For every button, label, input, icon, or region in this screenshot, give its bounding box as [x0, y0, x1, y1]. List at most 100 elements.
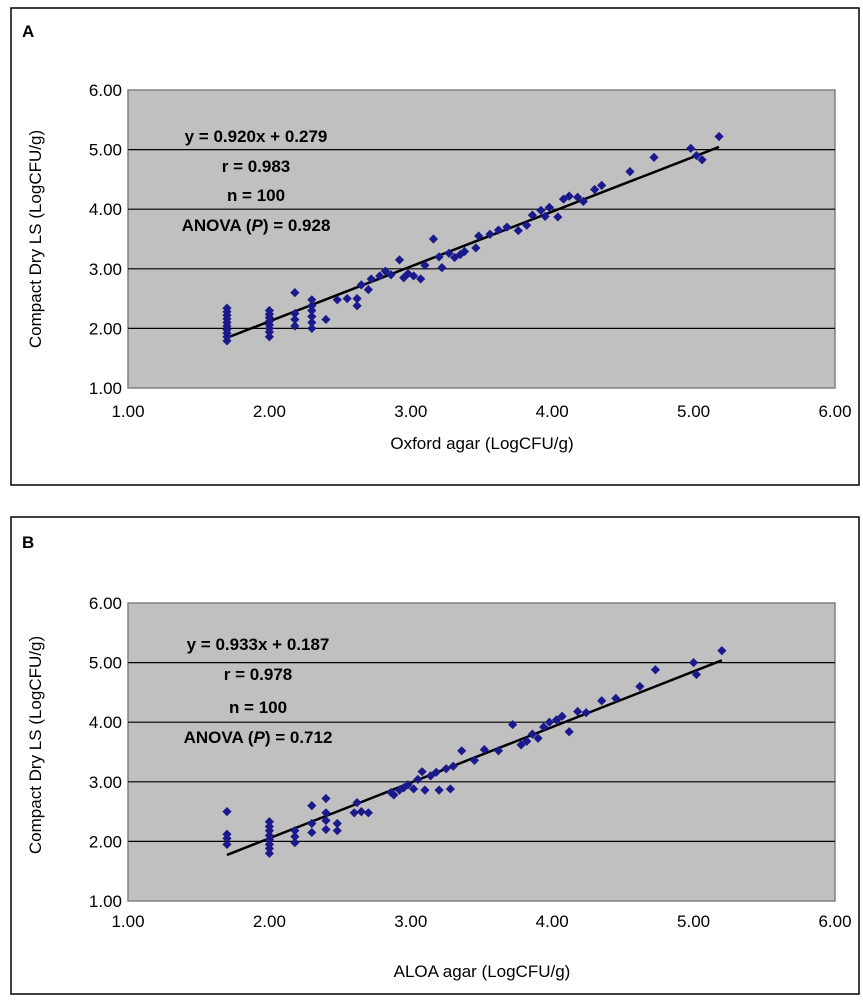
panel-b-equation: y = 0.933x + 0.187	[187, 635, 330, 654]
panel-a-data-point	[307, 295, 317, 305]
panel-b-data-point	[573, 706, 583, 717]
panel-a-data-point	[522, 220, 532, 230]
panel-a-x-tick-label: 2.00	[253, 402, 286, 421]
panel-b-data-point	[691, 669, 702, 680]
panel-b-data-point	[264, 839, 274, 849]
panel-a-data-point	[544, 202, 554, 213]
panel-a-data-point	[307, 311, 317, 322]
panel-b-y-tick-label: 5.00	[89, 654, 122, 673]
panel-a-anova: ANOVA (P) = 0.928	[182, 216, 331, 235]
panel-a-data-point	[332, 295, 342, 305]
panel-a-data-point	[290, 288, 300, 298]
panel-b-x-tick-label: 4.00	[536, 912, 569, 931]
panel-a-data-point	[307, 305, 317, 316]
panel-b-data-point	[431, 767, 441, 777]
panel-b-data-point	[516, 740, 526, 750]
panel-a-data-point	[375, 271, 385, 281]
panel-b-data-point	[403, 780, 413, 790]
panel-b-data-point	[264, 848, 274, 858]
panel-a-data-point	[578, 196, 588, 207]
panel-a-data-point	[474, 231, 484, 241]
panel-a-data-point	[352, 294, 362, 304]
panel-b-data-point	[222, 839, 232, 849]
panel-a-data-point	[290, 314, 300, 325]
panel-a-data-point	[527, 210, 538, 220]
panel-b-data-point	[264, 830, 274, 841]
panel-b-x-tick-label: 6.00	[818, 912, 851, 931]
panel-a-regression-annotation: y = 0.920x + 0.279 r = 0.983 n = 100 ANO…	[182, 127, 331, 235]
panel-b-data-point	[522, 736, 532, 746]
panel-a-y-tick-label: 6.00	[89, 81, 122, 100]
panel-b-data-point	[321, 808, 331, 818]
panel-b-y-tick-label: 1.00	[89, 892, 122, 911]
panel-b-data-point	[564, 727, 574, 737]
panel-a-data-point	[420, 260, 430, 270]
panel-a-y-tick-label: 2.00	[89, 319, 122, 338]
panel-b-data-point	[508, 719, 518, 730]
panel-b-data-point	[409, 784, 419, 794]
panel-a-y-tick-label: 5.00	[89, 141, 122, 160]
panel-b-data-point	[469, 755, 480, 765]
panel-a-data-point	[434, 252, 444, 262]
panel-a-label: A	[22, 22, 34, 41]
panel-b: B 1.00 2.00 3.00 4.00 5.00 6.00 1.00 2.00 3.00 4.…	[10, 516, 860, 995]
panel-b-data-point	[717, 646, 727, 656]
panel-b-n-value: n = 100	[229, 698, 287, 717]
panel-b-data-point	[356, 807, 366, 817]
panel-a-data-point	[625, 167, 635, 177]
panel-b-data-point	[425, 771, 436, 781]
panel-b-data-point	[635, 681, 645, 692]
panel-b-data-point	[581, 708, 591, 718]
panel-a-data-point	[437, 263, 447, 273]
panel-a-data-point	[363, 285, 373, 295]
panel-a-data-point	[428, 234, 439, 244]
panel-b-data-point	[290, 837, 300, 848]
panel-a-data-point	[352, 301, 362, 311]
panel-b-data-point	[420, 785, 430, 795]
panel-b-data-point	[533, 733, 543, 743]
panel-b-data-point	[445, 784, 455, 794]
panel-b-data-point	[479, 745, 489, 755]
panel-a-data-point	[590, 184, 600, 195]
panel-b-y-tick-label: 3.00	[89, 773, 122, 792]
panel-a-data-point	[686, 143, 696, 154]
panel-b-data-point	[264, 817, 274, 827]
panel-a-data-point	[564, 191, 574, 201]
panel-a-data-point	[409, 271, 419, 281]
panel-a-data-point	[502, 222, 512, 232]
panel-a-n-value: n = 100	[227, 186, 285, 205]
panel-b-y-tick-label: 6.00	[89, 594, 122, 613]
panel-a-x-tick-label: 6.00	[818, 402, 851, 421]
panel-a-x-tick-label: 5.00	[677, 402, 710, 421]
panel-a-data-point	[471, 243, 481, 253]
panel-a-data-point	[553, 212, 563, 222]
panel-b-points	[222, 646, 727, 858]
panel-b-x-axis-label: ALOA agar (LogCFU/g)	[394, 962, 571, 981]
panel-a-data-point	[416, 274, 426, 284]
panel-a-data-point	[455, 249, 465, 260]
panel-a-data-point	[222, 303, 232, 313]
panel-b-data-point	[399, 783, 409, 793]
panel-b-data-point	[413, 774, 423, 785]
panel-b-data-point	[527, 729, 538, 739]
panel-a-data-point	[356, 280, 366, 290]
panel-b-x-tick-label: 2.00	[253, 912, 286, 931]
panel-a-data-point	[290, 321, 300, 331]
panel-b-data-point	[222, 807, 232, 817]
panel-a-x-tick-label: 3.00	[394, 402, 427, 421]
panel-b-data-point	[557, 711, 567, 721]
panel-b-data-point	[539, 722, 549, 732]
panel-b-tick-labels: 1.00 2.00 3.00 4.00 5.00 6.00 1.00 2.00 3.00 4.00…	[89, 594, 852, 931]
panel-b-data-point	[307, 818, 317, 829]
panel-a-x-tick-label: 4.00	[536, 402, 569, 421]
panel-b-data-point	[457, 746, 467, 756]
panel-b-x-tick-label: 3.00	[394, 912, 427, 931]
panel-a: A 1.00 2.00 3.00 4.00 5.00 6.00 1.00 2.00 3.00 4.…	[10, 7, 860, 486]
panel-b-anova: ANOVA (P) = 0.712	[184, 728, 333, 747]
panel-a-gridlines	[128, 149, 835, 329]
panel-a-data-point	[691, 150, 702, 161]
panel-b-data-point	[441, 764, 451, 774]
panel-a-x-axis-label: Oxford agar (LogCFU/g)	[390, 434, 573, 453]
panel-a-data-point	[450, 252, 460, 263]
